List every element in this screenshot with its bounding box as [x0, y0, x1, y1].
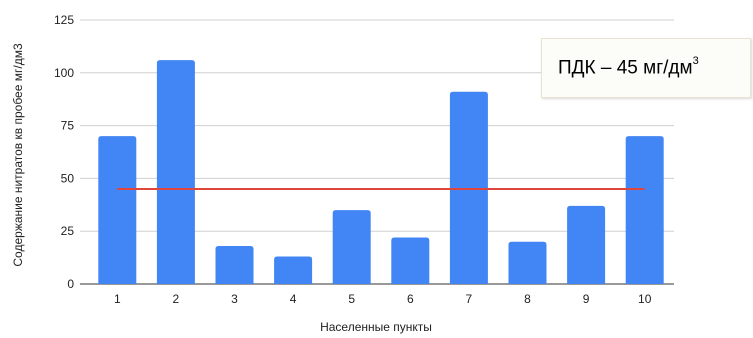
pdk-annotation-superscript: 3 — [692, 54, 699, 67]
x-tick-label: 6 — [407, 292, 414, 306]
y-tick-labels: 0 25 50 75 100 125 — [54, 13, 74, 291]
bar-5 — [332, 210, 371, 284]
y-tick-label: 75 — [61, 119, 75, 133]
bar-6 — [391, 237, 430, 284]
x-tick-label: 4 — [290, 292, 297, 306]
bars — [98, 60, 664, 285]
x-tick-label: 5 — [348, 292, 355, 306]
x-tick-label: 10 — [638, 292, 652, 306]
x-axis-title: Населенные пункты — [320, 320, 432, 334]
pdk-annotation-box: ПДК – 45 мг/дм3 — [541, 38, 751, 98]
x-tick-label: 2 — [173, 292, 180, 306]
bar-7 — [449, 91, 488, 284]
bar-4 — [274, 256, 313, 284]
y-tick-label: 100 — [54, 66, 74, 80]
bar-10 — [625, 136, 664, 284]
bar-3 — [215, 245, 254, 284]
x-tick-label: 9 — [583, 292, 590, 306]
bar-1 — [98, 136, 137, 284]
y-axis-title: Содержание нитратов кв пробее мг/дм3 — [11, 43, 25, 267]
y-tick-label: 50 — [61, 171, 75, 185]
y-tick-label: 0 — [67, 277, 74, 291]
x-tick-label: 1 — [114, 292, 121, 306]
y-tick-label: 125 — [54, 13, 74, 27]
bar-8 — [508, 241, 547, 284]
x-tick-label: 3 — [231, 292, 238, 306]
x-tick-label: 7 — [466, 292, 473, 306]
pdk-annotation-text: ПДК – 45 мг/дм — [558, 57, 693, 79]
x-tick-label: 8 — [524, 292, 531, 306]
bar-2 — [156, 60, 195, 285]
y-tick-label: 25 — [61, 224, 75, 238]
bar-9 — [567, 205, 606, 284]
pdk-annotation: ПДК – 45 мг/дм3 — [558, 54, 699, 79]
x-tick-labels: 1 2 3 4 5 6 7 8 9 10 — [114, 292, 652, 306]
